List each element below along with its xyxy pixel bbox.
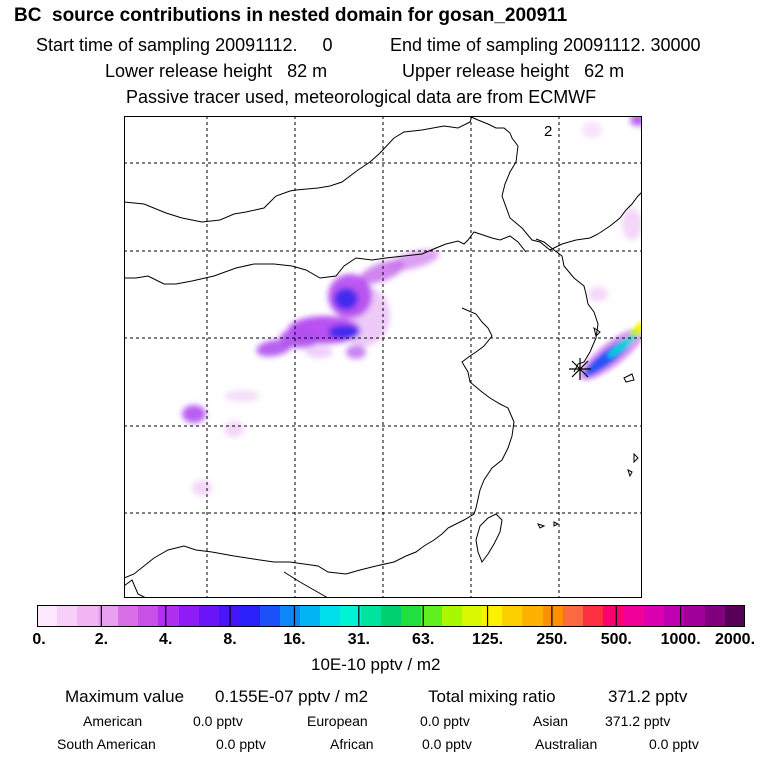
colorbar-swatch <box>219 605 239 627</box>
colorbar-tick-label: 500. <box>600 631 632 648</box>
upper-release-height-text: Upper release height 62 m <box>402 61 625 81</box>
region-value-asian: 371.2 pptv <box>605 713 671 729</box>
colorbar-tick-label: 250. <box>536 631 568 648</box>
region-name-american: American <box>83 713 143 729</box>
colorbar-swatch <box>462 605 482 627</box>
colorbar-swatch <box>401 605 421 627</box>
colorbar-swatch <box>361 605 381 627</box>
region-name-asian: Asian <box>533 713 569 729</box>
colorbar-tick-label: 31. <box>347 631 370 648</box>
colorbar-canvas <box>37 605 745 627</box>
colorbar-swatch <box>340 605 361 627</box>
colorbar-swatch <box>502 605 522 627</box>
plot-title: BC source contributions in nested domain… <box>14 5 568 26</box>
colorbar-swatch <box>138 605 158 627</box>
panel-number-label: 2 <box>544 123 552 140</box>
colorbar-swatch <box>543 605 563 627</box>
colorbar-tick-label: 16. <box>283 631 306 648</box>
colorbar-swatch <box>421 605 442 627</box>
colorbar-tick-label: 8. <box>223 631 237 648</box>
colorbar-swatch <box>381 605 401 627</box>
colorbar-swatch <box>158 605 179 627</box>
colorbar-tick-label: 2000. <box>714 631 756 648</box>
colorbar-swatch <box>644 605 664 627</box>
region-name-australian: Australian <box>535 736 598 752</box>
colorbar-frame <box>37 605 745 627</box>
max-value: 0.155E-07 pptv / m2 <box>215 687 369 706</box>
colorbar-swatch <box>624 605 644 627</box>
region-value-south-american: 0.0 pptv <box>216 736 266 752</box>
map-frame <box>124 116 642 598</box>
colorbar-swatch <box>239 605 260 627</box>
colorbar-swatch <box>199 605 219 627</box>
total-mixing-ratio-label: Total mixing ratio <box>428 687 556 706</box>
tracer-note-text: Passive tracer used, meteorological data… <box>126 87 597 107</box>
total-mixing-ratio-value: 371.2 pptv <box>608 687 688 706</box>
colorbar-tick-label: 4. <box>159 631 173 648</box>
concentration-plume-korea-coast <box>579 322 642 381</box>
start-time-text: Start time of sampling 20091112. 0 <box>36 35 333 55</box>
colorbar-swatch <box>522 605 543 627</box>
lower-release-height-text: Lower release height 82 m <box>105 61 328 81</box>
region-value-african: 0.0 pptv <box>422 736 472 752</box>
colorbar-tick-label: 63. <box>412 631 435 648</box>
colorbar-swatch <box>684 605 705 627</box>
region-value-european: 0.0 pptv <box>420 713 470 729</box>
region-name-south-american: South American <box>57 736 156 752</box>
colorbar-swatch <box>563 605 583 627</box>
colorbar-swatch <box>320 605 340 627</box>
colorbar-swatch <box>77 605 98 627</box>
colorbar-swatch <box>300 605 320 627</box>
lat-lon-grid <box>124 116 642 598</box>
colorbar-swatch <box>98 605 118 627</box>
colorbar-swatch <box>118 605 138 627</box>
colorbar-units: 10E-10 pptv / m2 <box>311 655 441 674</box>
region-value-american: 0.0 pptv <box>193 713 243 729</box>
colorbar-swatch <box>57 605 77 627</box>
colorbar-swatch <box>37 605 57 627</box>
colorbar-swatch <box>442 605 462 627</box>
colorbar-tick-label: 0. <box>32 631 46 648</box>
colorbar-tick-label: 2. <box>94 631 109 648</box>
colorbar-swatch <box>705 605 725 627</box>
colorbar-tick-label: 125. <box>471 631 504 648</box>
colorbar-swatch <box>664 605 684 627</box>
colorbar-tick-label: 1000. <box>660 631 701 648</box>
colorbar-swatch <box>179 605 199 627</box>
colorbar-swatch <box>583 605 603 627</box>
map-canvas: 2 <box>124 116 642 598</box>
map-panel: 2 <box>124 116 642 598</box>
colorbar-swatch <box>482 605 502 627</box>
colorbar-swatch <box>260 605 280 627</box>
gosan-station-star-marker <box>569 358 591 380</box>
colorbar <box>37 605 745 627</box>
colorbar-swatch <box>603 605 624 627</box>
region-name-african: African <box>330 736 374 752</box>
region-name-european: European <box>307 713 368 729</box>
colorbar-swatch <box>280 605 300 627</box>
coastlines-and-borders <box>124 116 642 598</box>
end-time-text: End time of sampling 20091112. 30000 <box>390 35 701 55</box>
region-value-australian: 0.0 pptv <box>649 736 699 752</box>
max-value-label: Maximum value <box>65 687 185 706</box>
colorbar-swatch <box>725 605 745 627</box>
